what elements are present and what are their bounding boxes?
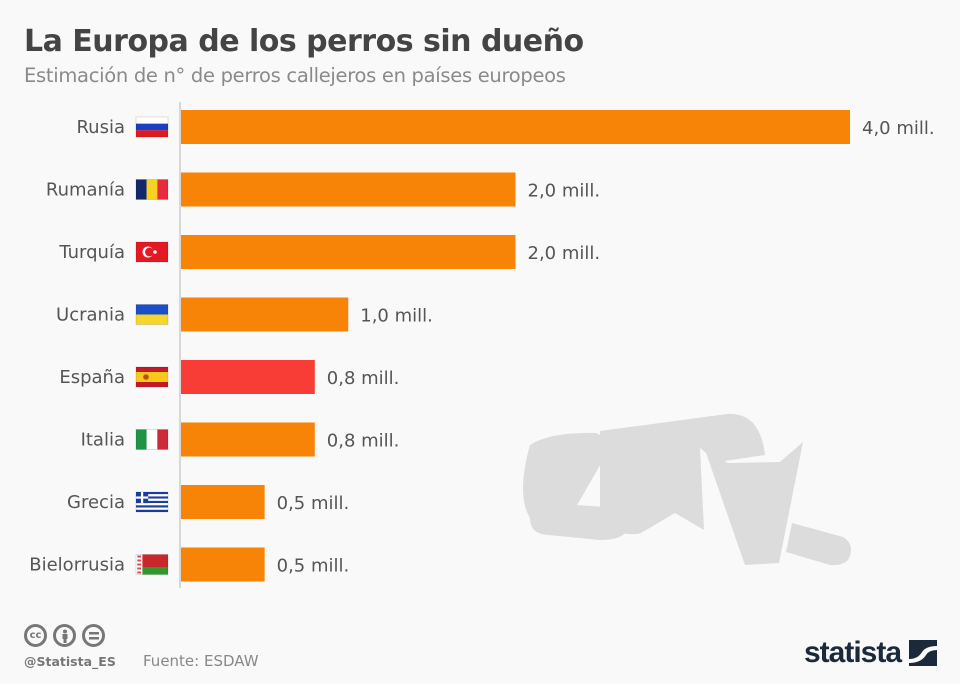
turkey-flag: [135, 241, 169, 263]
bar[interactable]: [181, 547, 265, 582]
bar-row: España 0,8 mill.: [59, 360, 399, 394]
russia-flag: [135, 116, 169, 138]
bar[interactable]: [181, 235, 516, 269]
bar[interactable]: [181, 110, 850, 144]
bar-row: Rumanía 2,0 mill.: [46, 172, 601, 207]
bar-row: Rusia 4,0 mill.: [76, 110, 935, 144]
category-label: Rumanía: [46, 180, 125, 201]
category-label: España: [59, 367, 125, 388]
statista-handle[interactable]: @Statista_ES: [24, 654, 116, 669]
category-label: Bielorrusia: [29, 555, 125, 576]
cc-icon[interactable]: cc: [24, 624, 47, 647]
category-label: Grecia: [67, 492, 125, 513]
chart-subtitle: Estimación de n° de perros callejeros en…: [24, 64, 566, 87]
category-label: Ucrania: [56, 305, 125, 326]
value-label: 2,0 mill.: [528, 181, 601, 202]
category-label: Rusia: [76, 117, 125, 138]
statista-logo-icon: [909, 640, 938, 666]
bar[interactable]: [181, 360, 315, 394]
value-label: 0,8 mill.: [327, 431, 400, 452]
value-label: 4,0 mill.: [862, 118, 935, 139]
value-label: 0,5 mill.: [277, 556, 350, 577]
bar[interactable]: [181, 422, 315, 457]
source-label: Fuente: ESDAW: [143, 652, 259, 670]
chart-title: La Europa de los perros sin dueño: [24, 24, 584, 59]
value-label: 1,0 mill.: [360, 306, 433, 327]
ukraine-flag: [135, 304, 169, 325]
bar-row: Ucrania 1,0 mill.: [56, 297, 433, 332]
no-derivatives-icon[interactable]: [82, 624, 105, 647]
bar-row: Bielorrusia 0,5 mill.: [29, 547, 350, 582]
bar[interactable]: [181, 297, 349, 332]
category-label: Italia: [81, 430, 125, 451]
bar[interactable]: [181, 485, 265, 519]
category-label: Turquía: [58, 242, 125, 263]
spain-flag: [135, 366, 169, 388]
statista-logo[interactable]: statista: [804, 636, 938, 670]
belarus-flag: [135, 554, 169, 575]
value-label: 0,5 mill.: [277, 493, 350, 514]
dog-silhouette-icon: [523, 413, 852, 566]
value-label: 0,8 mill.: [327, 368, 400, 389]
attribution-icon[interactable]: [53, 624, 76, 647]
greece-flag: [135, 491, 169, 513]
value-label: 2,0 mill.: [528, 243, 601, 264]
bar[interactable]: [181, 172, 516, 207]
italy-flag: [135, 429, 169, 450]
romania-flag: [135, 179, 169, 200]
bar-row: Italia 0,8 mill.: [81, 422, 400, 457]
bar-row: Grecia 0,5 mill.: [67, 485, 349, 519]
statista-logo-text: statista: [804, 636, 902, 669]
bar-row: Turquía 2,0 mill.: [58, 235, 600, 269]
license-icons: cc: [24, 624, 105, 647]
